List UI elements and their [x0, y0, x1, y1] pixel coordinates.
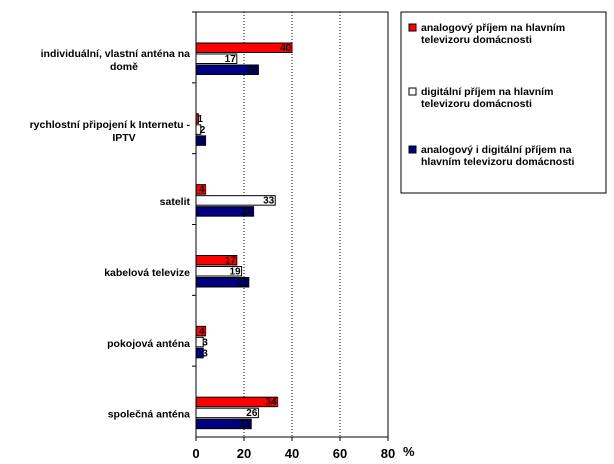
- data-label: 23: [239, 419, 251, 430]
- category-label: společná anténa: [108, 409, 190, 421]
- category-label: rychlostní připojení k Internetu -: [30, 119, 191, 131]
- data-label: 26: [246, 65, 258, 76]
- x-tick-label: 80: [381, 446, 395, 461]
- data-label: 3: [202, 348, 208, 359]
- data-label: 3: [202, 337, 208, 348]
- legend-swatch: [408, 87, 417, 96]
- legend-label: analogový příjem na hlavním: [421, 22, 565, 34]
- x-tick-label: 60: [333, 446, 347, 461]
- data-label: 4: [199, 136, 205, 147]
- legend-label: analogový i digitální příjem na: [421, 144, 572, 156]
- data-label: 17: [225, 256, 237, 267]
- legend-label: televizoru domácnosti: [421, 98, 532, 110]
- data-label: 4: [199, 326, 205, 337]
- category-label: kabelová televize: [104, 267, 190, 279]
- data-label: 40: [280, 43, 292, 54]
- data-label: 33: [263, 196, 275, 207]
- legend-label: digitální příjem na hlavním: [421, 86, 553, 98]
- data-label: 24: [241, 207, 253, 218]
- x-tick-label: 20: [237, 446, 251, 461]
- x-tick-label: 40: [285, 446, 299, 461]
- legend-swatch: [408, 145, 417, 154]
- category-label: satelit: [160, 196, 191, 208]
- x-axis-unit: %: [403, 444, 415, 459]
- category-label: IPTV: [112, 132, 135, 144]
- data-label: 1: [197, 114, 203, 125]
- data-label: 22: [237, 278, 249, 289]
- legend-swatch: [408, 23, 417, 32]
- legend-label: televizoru domácnosti: [421, 34, 532, 46]
- data-label: 26: [246, 408, 258, 419]
- category-label: domě: [110, 61, 138, 73]
- bar: [195, 42, 293, 53]
- category-label: individuální, vlastní anténa na: [41, 48, 191, 60]
- legend-label: hlavním televizoru domácnosti: [421, 156, 575, 168]
- data-label: 4: [199, 185, 205, 196]
- legend-box: [400, 11, 607, 194]
- category-label: pokojová anténa: [107, 338, 190, 350]
- data-label: 34: [265, 397, 277, 408]
- data-label: 19: [229, 267, 241, 278]
- data-label: 2: [200, 125, 206, 136]
- x-tick-label: 0: [192, 446, 199, 461]
- data-label: 17: [225, 54, 237, 65]
